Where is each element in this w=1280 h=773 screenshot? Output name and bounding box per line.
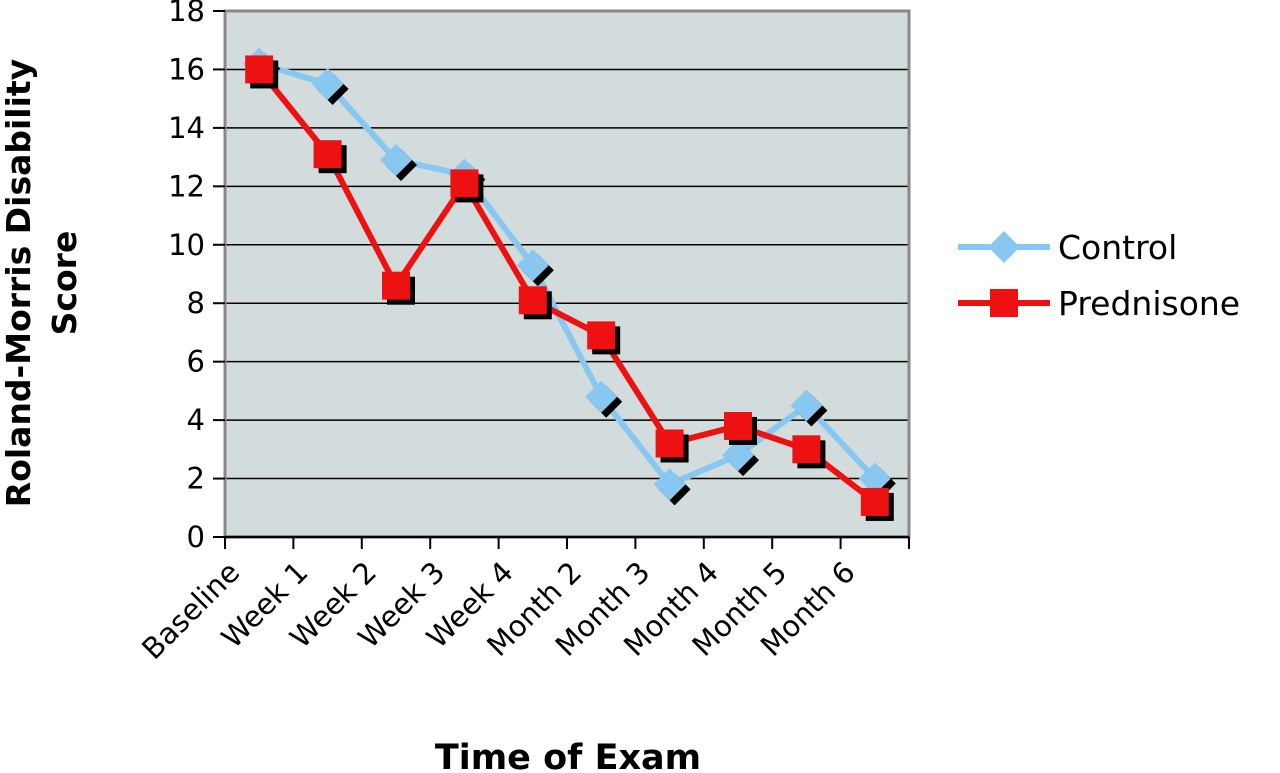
data-point-prednisone: [382, 271, 410, 300]
legend: Control Prednisone: [958, 228, 1240, 323]
y-tick-label: 2: [187, 462, 205, 496]
gridlines: [225, 68, 909, 480]
data-point-prednisone: [587, 321, 616, 350]
y-axis-title-line-2: Score: [45, 231, 84, 336]
y-tick-label: 16: [168, 52, 205, 86]
series-line-control: [258, 60, 877, 488]
y-tick-label: 14: [168, 111, 205, 145]
y-axis: 0 2 4 6 8 10 12 14 16 18: [168, 0, 225, 554]
y-tick-label: 10: [168, 228, 205, 262]
data-point-control: [311, 68, 344, 101]
x-axis-title: Time of Exam: [435, 738, 701, 773]
data-point-prednisone: [450, 169, 479, 198]
legend-marker-prednisone: [990, 289, 1018, 317]
data-point-prednisone: [860, 487, 889, 516]
legend-marker-control: [988, 231, 1020, 263]
data-point-prednisone: [724, 411, 752, 440]
series-layer: [243, 47, 896, 521]
data-point-prednisone: [245, 55, 274, 84]
data-point-control: [653, 468, 686, 501]
data-point-control: [380, 144, 412, 177]
data-point-control: [722, 439, 754, 472]
data-point-prednisone: [518, 286, 547, 315]
y-tick-label: 4: [187, 403, 205, 437]
data-point-control: [516, 249, 549, 282]
y-tick-label: 12: [168, 169, 205, 203]
legend-item-prednisone: Prednisone: [958, 284, 1240, 323]
x-tick-label: Baseline: [135, 555, 246, 666]
legend-label-control: Control: [1058, 228, 1177, 267]
y-axis-title: Roland-Morris Disability Score: [0, 59, 84, 507]
data-point-prednisone: [792, 435, 821, 464]
data-point-control: [858, 462, 891, 495]
data-point-control: [790, 389, 823, 422]
series-prednisone: [245, 55, 894, 521]
y-tick-label: 6: [187, 345, 205, 379]
data-point-prednisone: [655, 429, 684, 458]
y-tick-label: 8: [187, 286, 205, 320]
legend-label-prednisone: Prednisone: [1058, 284, 1240, 323]
data-point-control: [585, 380, 618, 413]
legend-item-control: Control: [958, 228, 1177, 267]
y-tick-label: 0: [187, 520, 205, 554]
data-point-prednisone: [313, 140, 342, 169]
series-line-prednisone: [256, 67, 877, 505]
y-tick-label: 18: [168, 0, 205, 28]
y-axis-title-line-1: Roland-Morris Disability: [0, 59, 38, 507]
